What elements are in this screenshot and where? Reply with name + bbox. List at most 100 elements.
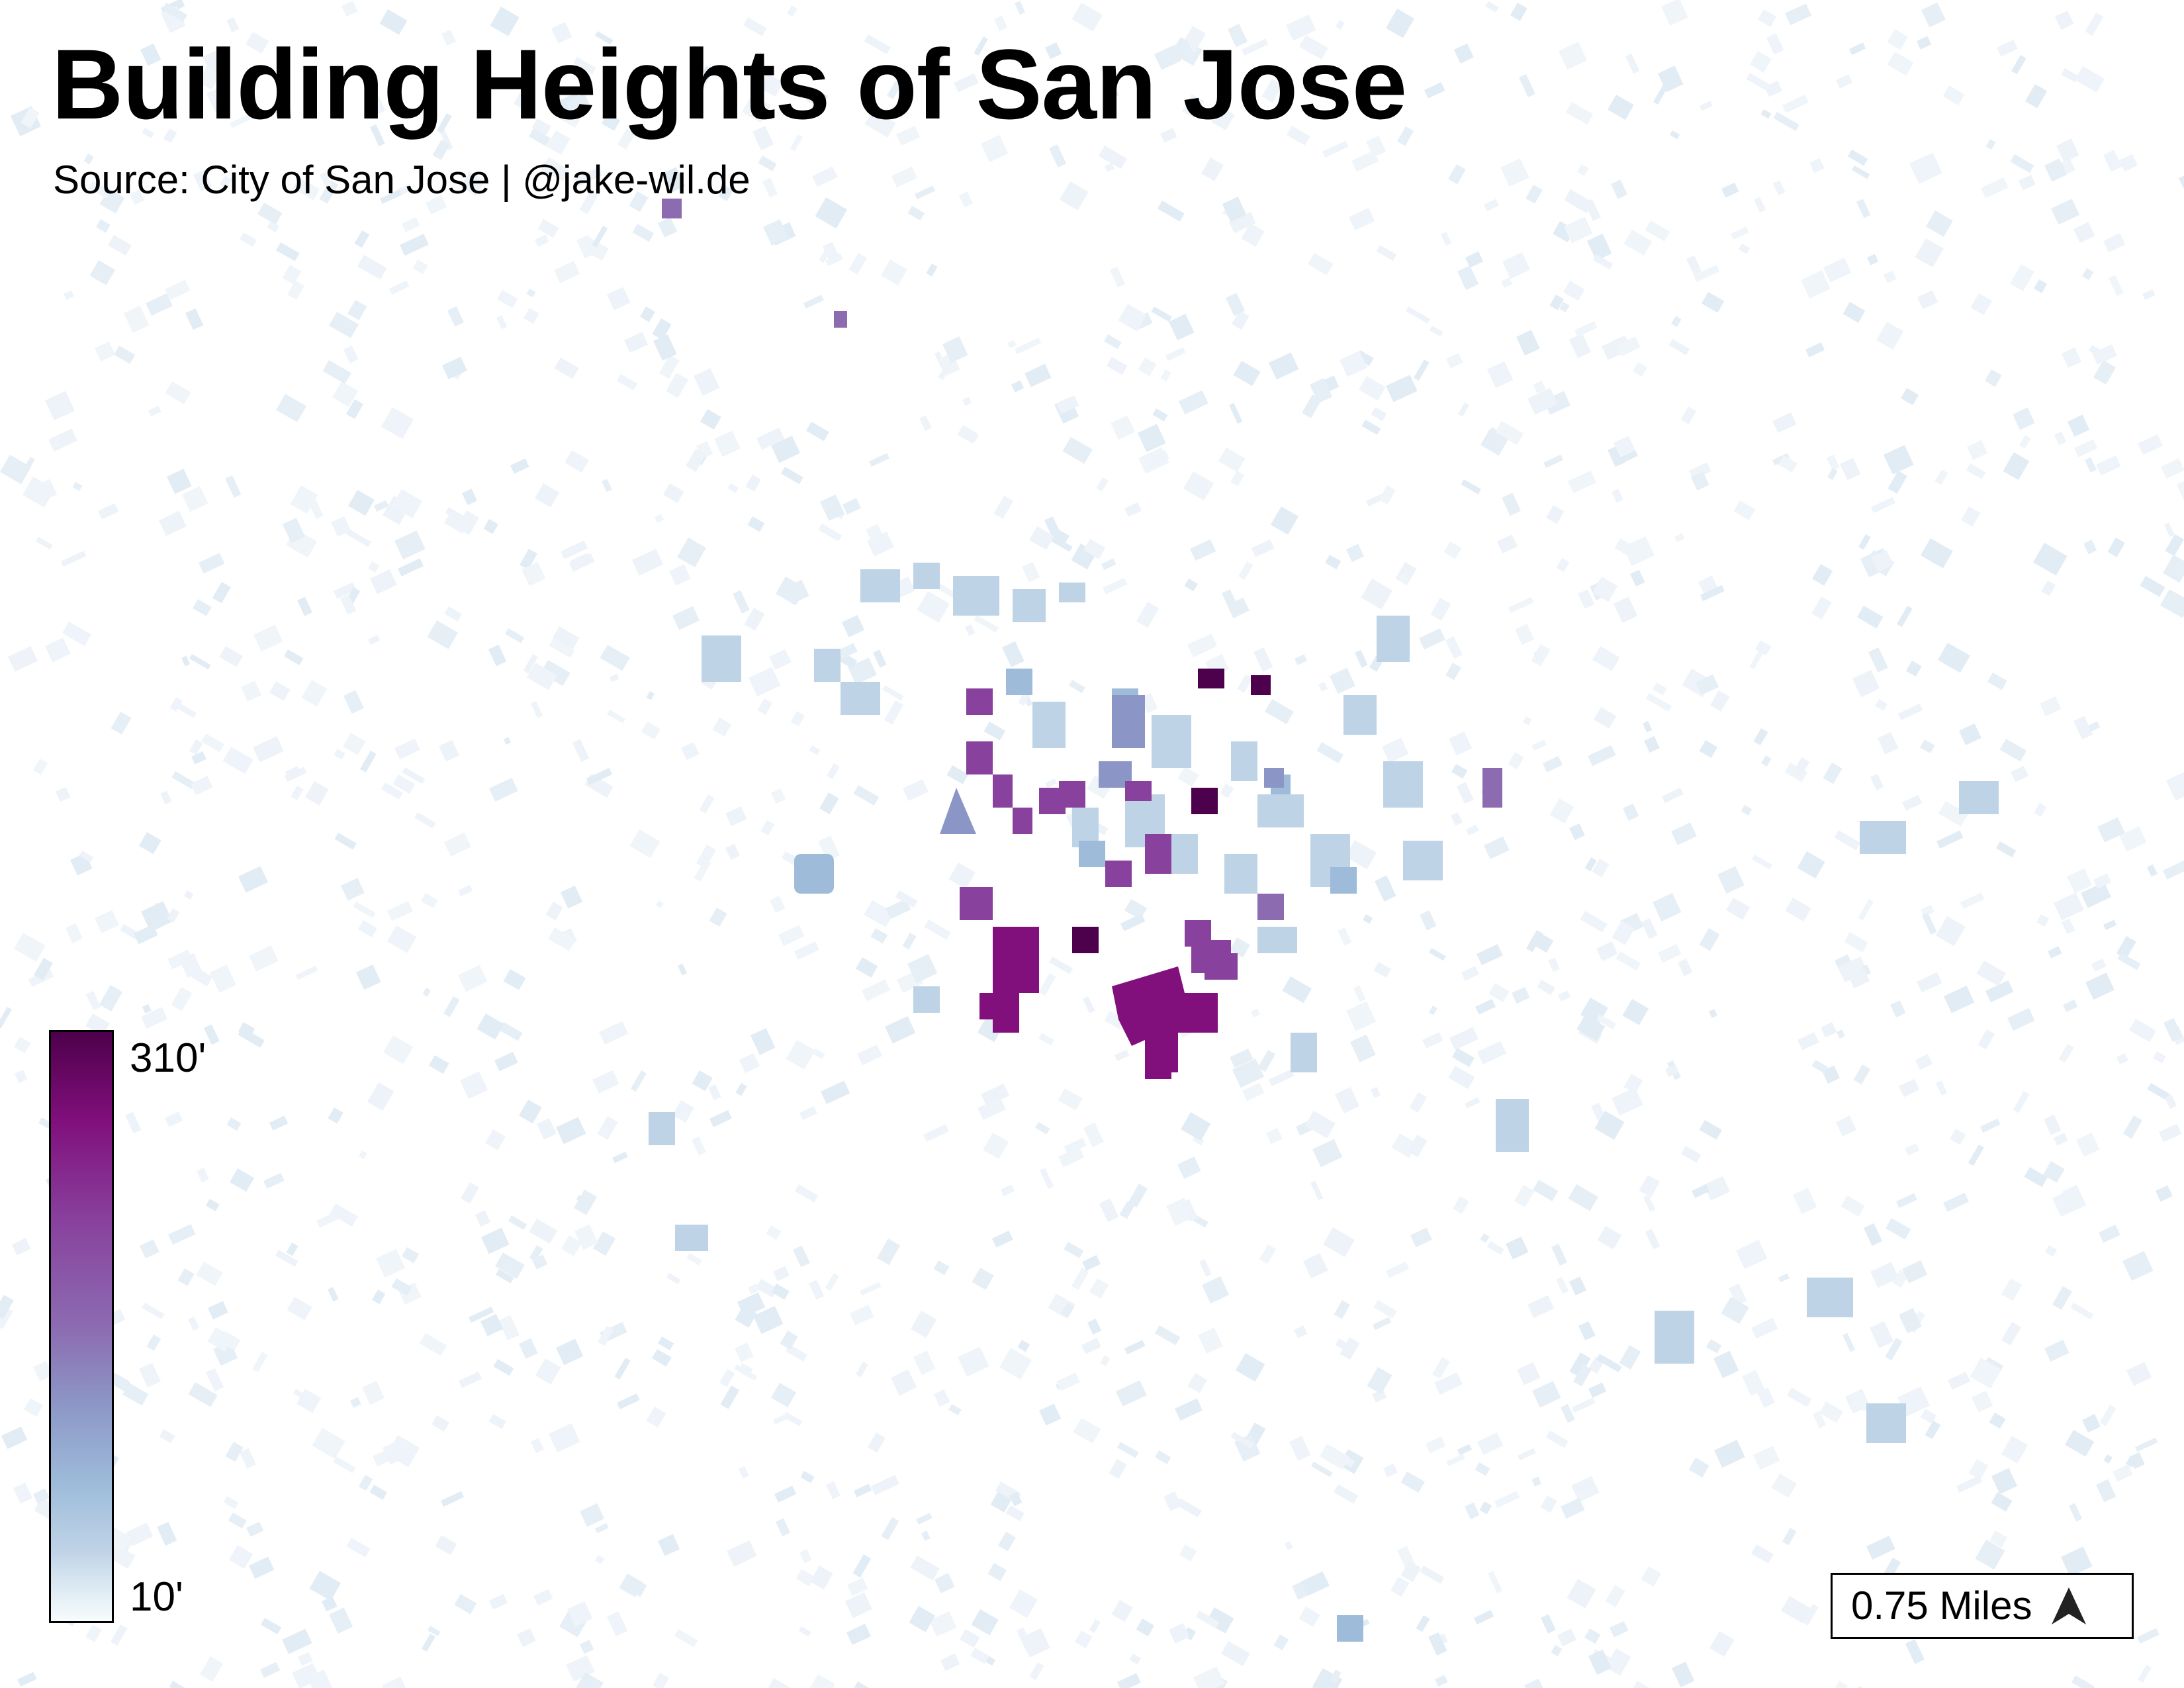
building-footprint <box>600 645 630 671</box>
building-footprint <box>1448 164 1466 185</box>
building-footprint <box>130 189 145 205</box>
building-footprint <box>971 1609 999 1636</box>
building-footprint <box>1943 1192 1969 1212</box>
building-footprint <box>1376 245 1397 261</box>
building-footprint <box>569 553 595 572</box>
building-footprint <box>1152 408 1168 422</box>
building-footprint <box>1508 751 1524 770</box>
building-footprint <box>853 1681 870 1688</box>
building-footprint <box>1006 1505 1024 1522</box>
building-footprint <box>1702 292 1725 313</box>
building-footprint <box>597 1115 618 1140</box>
building-footprint <box>853 785 880 806</box>
building-footprint <box>1269 1069 1295 1086</box>
building-footprint <box>839 643 858 659</box>
building-footprint <box>2069 1503 2083 1522</box>
building-footprint <box>368 635 381 645</box>
building-footprint <box>1082 1254 1101 1271</box>
building-footprint <box>572 739 590 763</box>
building-footprint <box>1259 1244 1277 1264</box>
building-footprint <box>371 1289 386 1305</box>
building-footprint <box>529 128 551 147</box>
building-footprint <box>523 307 539 324</box>
building-footprint <box>547 161 570 181</box>
building-footprint <box>1302 394 1322 418</box>
building-footprint <box>803 295 824 309</box>
building-footprint <box>535 1358 561 1385</box>
building-footprint <box>1218 447 1246 473</box>
building-footprint <box>1346 1001 1377 1031</box>
building-footprint <box>580 1503 605 1527</box>
building-footprint <box>1970 293 1992 316</box>
building-footprint <box>2155 1185 2173 1202</box>
building-footprint <box>776 1518 790 1536</box>
building-footprint <box>870 1475 899 1495</box>
building-footprint <box>1189 539 1216 561</box>
building-footprint <box>420 1333 447 1356</box>
building-footprint <box>694 368 720 396</box>
building-footprint <box>1540 1495 1557 1513</box>
building-footprint <box>677 963 688 976</box>
building-footprint <box>503 969 526 990</box>
building-footprint <box>1350 1034 1376 1062</box>
building-footprint <box>162 3 188 22</box>
building-footprint <box>346 1538 371 1558</box>
building-footprint <box>354 230 370 248</box>
building-footprint <box>1580 911 1608 933</box>
building-footprint <box>1441 232 1452 246</box>
building-footprint <box>640 306 655 322</box>
building-footprint <box>32 759 48 775</box>
building-footprint <box>1757 1387 1775 1408</box>
building-footprint <box>1232 1058 1265 1088</box>
building-footprint <box>114 346 136 364</box>
building-footprint <box>663 483 684 503</box>
building-footprint <box>773 1414 788 1425</box>
building-footprint <box>825 1273 839 1291</box>
building-footprint <box>1445 663 1461 680</box>
building-footprint <box>800 1471 815 1483</box>
building-footprint <box>1709 1631 1735 1657</box>
building-footprint <box>148 405 161 417</box>
building-footprint <box>1124 1340 1146 1355</box>
building-footprint <box>66 923 83 943</box>
building-footprint <box>1991 1468 2017 1495</box>
building-footprint <box>435 1534 457 1555</box>
building-footprint <box>598 1021 629 1045</box>
building-footprint <box>348 490 375 516</box>
building-footprint <box>2019 435 2031 449</box>
building-footprint <box>1338 1454 1355 1468</box>
building-footprint <box>842 498 862 515</box>
building-footprint <box>1594 707 1617 729</box>
building-footprint <box>125 1111 142 1134</box>
building-footprint <box>1841 1195 1865 1217</box>
building-footprint <box>1567 1578 1596 1609</box>
building-footprint <box>1802 1603 1819 1626</box>
building-footprint <box>505 628 525 643</box>
building-footprint <box>2140 576 2165 597</box>
building-footprint <box>794 1184 819 1203</box>
building-footprint <box>1310 1180 1324 1201</box>
building-footprint <box>150 903 161 917</box>
building-footprint <box>444 510 470 534</box>
building-footprint <box>1114 1049 1130 1062</box>
building-footprint <box>1044 778 1057 788</box>
building-footprint <box>809 1674 835 1688</box>
building-footprint <box>815 197 848 229</box>
building-footprint <box>475 1210 490 1227</box>
building-footprint <box>504 737 512 745</box>
building-footprint <box>488 1414 506 1429</box>
building-footprint <box>1517 1448 1536 1461</box>
building-footprint <box>694 859 711 882</box>
building-footprint <box>909 1606 936 1632</box>
building-footprint <box>529 1219 558 1244</box>
building-footprint <box>1670 130 1680 140</box>
building-footprint <box>290 485 318 514</box>
building-footprint <box>2135 1437 2158 1452</box>
building-footprint <box>51 438 61 448</box>
building-footprint <box>1151 306 1172 322</box>
building-footprint <box>298 1652 313 1666</box>
building-footprint <box>1686 255 1702 275</box>
building-footprint <box>1574 321 1598 337</box>
building-footprint <box>1400 1471 1425 1493</box>
